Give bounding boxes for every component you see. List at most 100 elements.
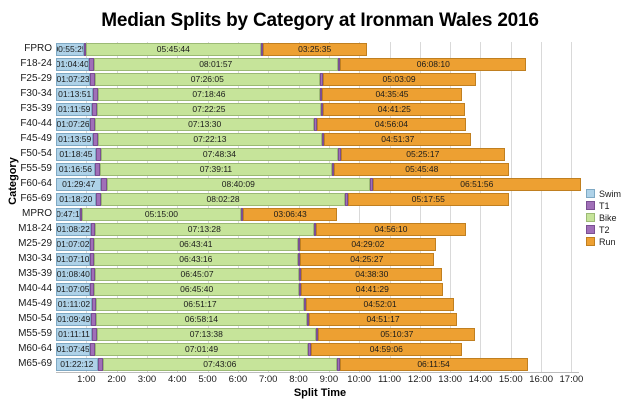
bar-segment-bike: 07:22:13 [98, 133, 322, 146]
segment-value-label: 05:45:48 [405, 164, 439, 174]
legend-label: T2 [599, 224, 610, 235]
bar-segment-run: 04:51:17 [309, 313, 457, 326]
segment-value-label: 07:26:05 [190, 74, 224, 84]
bar-segment-swim: 01:16:56 [56, 163, 95, 176]
bar-segment-swim: 00:55:25 [56, 43, 84, 56]
bar-segment-t2 [321, 133, 325, 146]
gridline [207, 42, 209, 372]
bar-segment-t1 [95, 148, 102, 161]
legend-label: Bike [599, 212, 617, 223]
bar-segment-run: 03:06:43 [243, 208, 338, 221]
segment-value-label: 06:58:14 [184, 314, 219, 324]
category-label: MPRO [22, 208, 52, 219]
bar-segment-run: 04:35:45 [322, 88, 462, 101]
bar-segment-swim: 01:07:10 [56, 253, 90, 266]
category-label: M18-24 [18, 223, 52, 234]
category-label: M50-54 [18, 313, 52, 324]
bar-segment-swim: 01:08:40 [56, 268, 91, 281]
category-label: F25-29 [20, 73, 52, 84]
legend-swatch [586, 225, 595, 235]
bar-segment-t1 [89, 238, 94, 251]
bar-segment-t2 [319, 88, 323, 101]
segment-value-label: 05:15:00 [144, 209, 178, 219]
category-label: M55-59 [18, 328, 52, 339]
segment-value-label: 04:56:04 [374, 119, 409, 129]
bar-segment-swim: 01:29:47 [56, 178, 102, 191]
gridline [571, 42, 573, 372]
segment-value-label: 04:56:10 [374, 224, 408, 234]
bar-segment-t1 [93, 88, 99, 101]
category-label: F50-54 [20, 148, 52, 159]
x-tick-label: 9:00 [319, 374, 339, 385]
bar-row: F30-34 01:13:51 07:18:46 04:35:45 [20, 88, 462, 101]
x-tick-label: 11:00 [377, 374, 402, 385]
legend-item: Swim [586, 188, 640, 200]
segment-value-label: 07:22:13 [193, 134, 227, 144]
gridline [419, 42, 421, 372]
bar-row: F25-29 01:07:23 07:26:05 05:03:09 [20, 73, 476, 86]
bar-segment-run: 04:25:27 [299, 253, 434, 266]
bar-segment-t2 [297, 253, 300, 266]
segment-value-label: 04:51:37 [381, 134, 415, 144]
segment-value-label: 05:03:09 [382, 74, 416, 84]
segment-value-label: 04:41:29 [355, 284, 389, 294]
bar-segment-t1 [93, 133, 99, 146]
segment-value-label: 07:13:28 [187, 224, 221, 234]
category-label: F18-24 [20, 58, 52, 69]
legend-swatch [586, 189, 595, 199]
bar-segment-bike: 06:45:40 [94, 283, 300, 296]
segment-value-label: 01:13:51 [58, 89, 92, 99]
legend-label: Run [599, 236, 616, 247]
segment-value-label: 06:08:10 [416, 59, 450, 69]
segment-value-label: 04:51:17 [366, 314, 400, 324]
segment-value-label: 01:18:45 [59, 149, 93, 159]
category-label: M30-34 [18, 253, 52, 264]
bar-segment-t1 [91, 298, 97, 311]
bar-segment-run: 04:38:30 [301, 268, 443, 281]
bar-segment-swim: 01:18:20 [56, 193, 96, 206]
category-label: M35-39 [18, 268, 52, 279]
segment-value-label: 00:55:25 [57, 44, 83, 54]
x-tick-label: 17:00 [559, 374, 584, 385]
bar-segment-t2 [307, 313, 310, 326]
segment-value-label: 00:47:10 [56, 209, 80, 219]
legend-swatch [586, 201, 595, 211]
bar-segment-run: 04:52:01 [306, 298, 454, 311]
bar-segment-t1 [90, 223, 95, 236]
category-label: M65-69 [18, 358, 52, 369]
gridline [510, 42, 512, 372]
segment-value-label: 07:48:34 [202, 149, 236, 159]
bar-segment-run: 04:51:37 [324, 133, 472, 146]
bar-segment-t2 [344, 193, 348, 206]
bar-segment-bike: 06:43:16 [93, 253, 298, 266]
x-tick-label: 16:00 [529, 374, 553, 385]
legend: Swim T1 Bike T2 Run [586, 188, 640, 248]
gridline [359, 42, 361, 372]
x-tick-label: 4:00 [168, 374, 187, 385]
gridline [328, 42, 330, 372]
segment-value-label: 08:40:09 [221, 179, 255, 189]
bar-segment-t1 [97, 358, 103, 371]
bar-segment-t1 [91, 313, 96, 326]
segment-value-label: 01:07:10 [56, 254, 90, 264]
bar-segment-bike: 06:58:14 [95, 313, 308, 326]
bar-segment-t1 [84, 43, 86, 56]
bar-segment-swim: 00:47:10 [56, 208, 80, 221]
bar-row: M45-49 01:11:02 06:51:17 04:52:01 [18, 298, 454, 311]
gridline [541, 42, 543, 372]
segment-value-label: 04:59:06 [369, 344, 403, 354]
bar-row: F55-59 01:16:56 07:39:11 05:45:48 [20, 163, 510, 176]
bar-segment-run: 05:25:17 [340, 148, 505, 161]
legend-label: Swim [599, 188, 621, 199]
category-label: M40-44 [18, 283, 52, 294]
bar-segment-t2 [308, 343, 311, 356]
category-label: M60-64 [18, 343, 52, 354]
segment-value-label: 01:11:59 [57, 104, 91, 114]
gridlines [56, 42, 579, 372]
bar-segment-t2 [331, 163, 335, 176]
segment-value-label: 01:04:40 [56, 59, 89, 69]
bar-segment-bike: 06:43:41 [93, 238, 298, 251]
segment-value-label: 01:08:40 [56, 269, 90, 279]
bar-row: M60-64 01:07:45 07:01:49 04:59:06 [18, 343, 462, 356]
bar-segment-t2 [314, 118, 317, 131]
